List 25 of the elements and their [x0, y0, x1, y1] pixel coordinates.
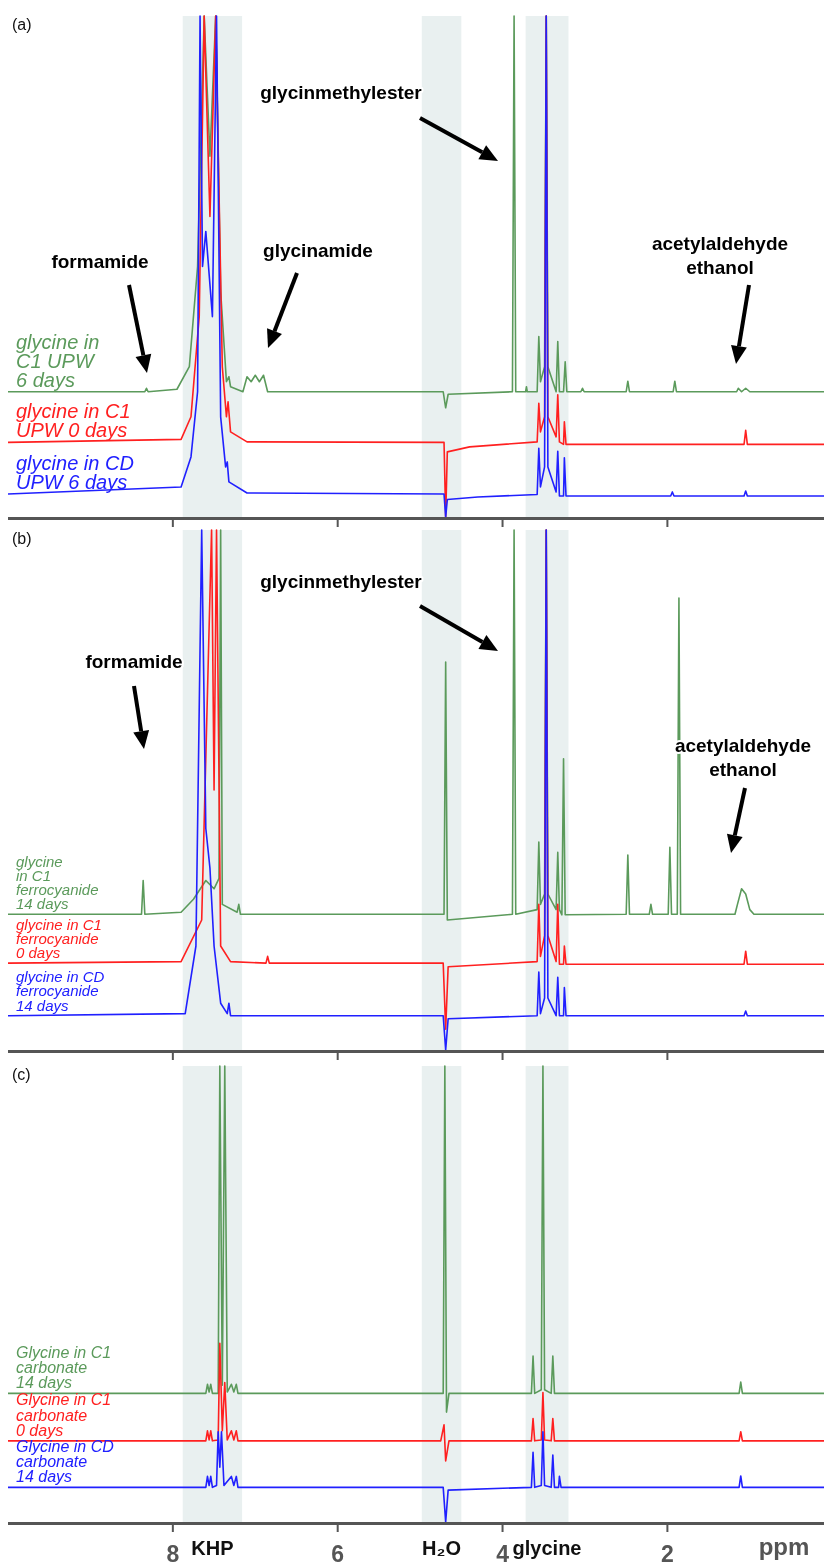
series-label: glycine in CD UPW 6 days [16, 451, 134, 493]
series-label: Glycine in C1 carbonate 0 days [16, 1391, 112, 1439]
annotation: glycinamide [263, 240, 373, 261]
chart-title: (b) [12, 530, 32, 547]
series-label: Glycine in C1 carbonate 14 days [16, 1344, 112, 1392]
chart-title: (a) [12, 16, 32, 33]
band-label: glycine [512, 1537, 582, 1559]
band-label: KHP [191, 1537, 234, 1559]
x-tick-label: 2 [661, 1541, 674, 1564]
band-label: H₂O [422, 1537, 461, 1559]
x-tick-label: 8 [166, 1541, 180, 1564]
x-tick-label: 6 [331, 1541, 345, 1564]
annotation: glycinmethylester [260, 571, 423, 592]
series-label: glycine in C1 ferrocyanide 14 days [16, 852, 99, 913]
annotation: formamide [51, 251, 149, 272]
series-label: glycine in C1 UPW 6 days [16, 330, 100, 391]
chart-title: (c) [12, 1066, 31, 1083]
series-label: glycine in C1 ferrocyanide 0 days [16, 915, 102, 962]
annotation: acetylaldehyde ethanol [651, 233, 789, 278]
series-label: glycine in C1 UPW 0 days [16, 400, 131, 442]
series-label: glycine in CD ferrocyanide 14 days [16, 968, 105, 1014]
x-axis-title: ppm [758, 1533, 810, 1560]
annotation: glycinmethylester [260, 82, 423, 103]
x-tick-label: 4 [496, 1541, 510, 1564]
annotation: formamide [85, 651, 183, 672]
